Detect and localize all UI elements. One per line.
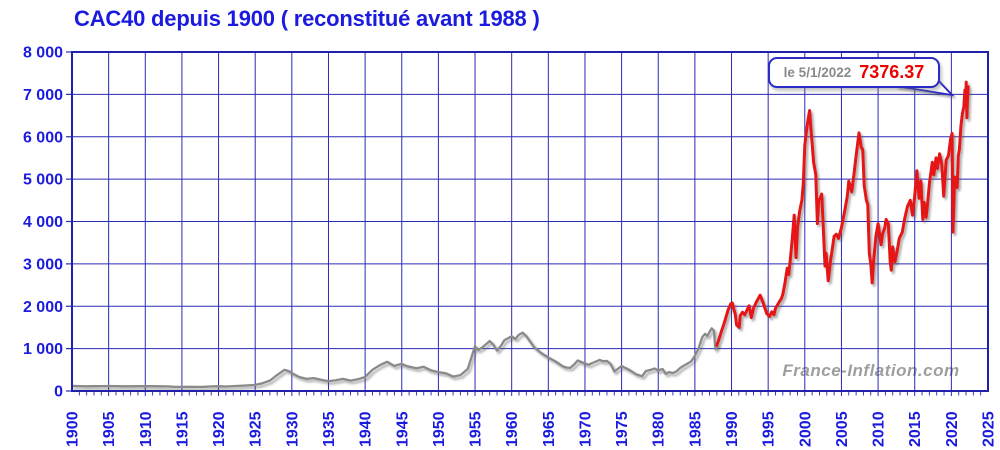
- y-tick-label: 2 000: [23, 299, 63, 316]
- x-tick-label: 1935: [321, 411, 338, 447]
- annotation-bubble: le 5/1/2022 7376.37: [768, 57, 940, 88]
- x-tick-label: 2000: [797, 411, 814, 447]
- y-tick-label: 1 000: [23, 341, 63, 358]
- x-tick-label: 2015: [907, 411, 924, 447]
- x-tick-label: 2005: [834, 411, 851, 447]
- x-tick-label: 1925: [248, 411, 265, 447]
- y-tick-label: 0: [54, 384, 63, 401]
- y-tick-label: 5 000: [23, 172, 63, 189]
- x-tick-label: 1940: [358, 411, 375, 447]
- gridlines: [72, 52, 988, 396]
- x-tick-label: 1970: [577, 411, 594, 447]
- x-tick-label: 1910: [138, 411, 155, 447]
- x-tick-label: 1980: [651, 411, 668, 447]
- x-tick-label: 1985: [687, 411, 704, 447]
- x-tick-label: 1990: [724, 411, 741, 447]
- y-tick-label: 4 000: [23, 214, 63, 231]
- y-tick-label: 8 000: [23, 45, 63, 62]
- x-tick-label: 1965: [541, 411, 558, 447]
- y-tick-label: 6 000: [23, 129, 63, 146]
- x-tick-label: 1950: [431, 411, 448, 447]
- plot-border-rect: [71, 51, 989, 392]
- y-tick-label: 3 000: [23, 256, 63, 273]
- x-axis-labels: 1900 1905 1910 1915 1920 1925 1930 1935 1940 1945…: [65, 411, 998, 447]
- x-tick-label: 1945: [394, 411, 411, 447]
- x-tick-label: 1905: [101, 411, 118, 447]
- y-axis-labels: 0 1 000 2 000 3 000 4 000 5 000 6 000 7 000 8 00…: [23, 45, 63, 401]
- y-tick-label: 7 000: [23, 87, 63, 104]
- x-tick-label: 1975: [614, 411, 631, 447]
- x-tick-label: 1920: [211, 411, 228, 447]
- x-tick-label: 2020: [944, 411, 961, 447]
- annotation-date: le 5/1/2022: [783, 65, 852, 80]
- x-tick-label: 2025: [981, 411, 998, 447]
- x-tick-label: 1930: [284, 411, 301, 447]
- x-tick-label: 1915: [174, 411, 191, 447]
- x-tick-label: 1995: [761, 411, 778, 447]
- x-tick-label: 1955: [468, 411, 485, 447]
- x-tick-label: 2010: [871, 411, 888, 447]
- annotation-value: 7376.37: [859, 62, 925, 82]
- x-tick-label: 1960: [504, 411, 521, 447]
- plot-border: [71, 51, 989, 392]
- x-tick-label: 1900: [65, 411, 82, 447]
- page-title: CAC40 depuis 1900 ( reconstitué avant 19…: [74, 6, 540, 31]
- series-pre1988-line: [70, 327, 719, 389]
- data-series: [70, 80, 970, 389]
- series-post1988-line: [715, 80, 970, 347]
